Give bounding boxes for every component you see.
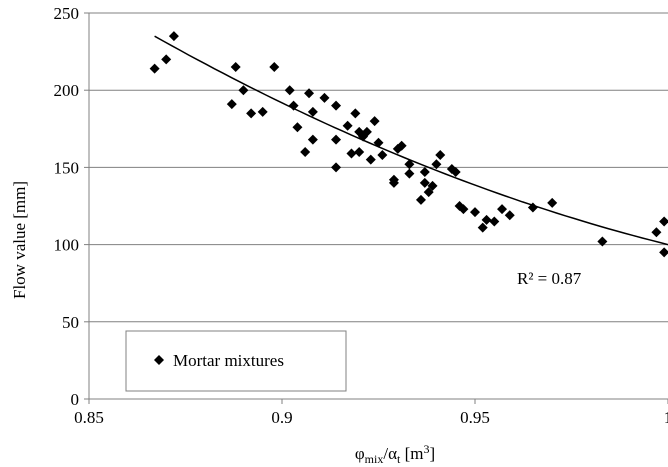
data-point	[369, 116, 380, 127]
data-point	[427, 180, 438, 191]
data-point	[504, 210, 515, 221]
data-point	[481, 214, 492, 225]
data-point	[269, 62, 280, 73]
data-point	[307, 134, 318, 145]
data-points	[149, 31, 668, 258]
data-point	[477, 222, 488, 233]
data-point	[361, 126, 372, 137]
data-point	[342, 120, 353, 131]
data-point	[458, 204, 469, 215]
data-point	[435, 150, 446, 161]
y-tick-label: 100	[54, 236, 80, 255]
data-point	[354, 146, 365, 157]
x-tick-labels: 0.85 0.9 0.95 1	[74, 408, 668, 427]
trendline-curve	[154, 35, 668, 246]
data-point	[300, 146, 311, 157]
r-squared-annotation: R² = 0.87	[517, 269, 582, 288]
y-tick-label: 200	[54, 81, 80, 100]
data-point	[331, 134, 342, 145]
data-point	[319, 92, 330, 103]
data-point	[350, 108, 361, 119]
gridlines	[89, 12, 668, 323]
data-point	[597, 236, 608, 247]
data-point	[659, 216, 668, 227]
y-axis-label: Flow value [mm]	[10, 181, 29, 299]
x-tick-label: 0.85	[74, 408, 104, 427]
y-tick-label: 150	[54, 158, 80, 177]
y-tick-label: 50	[62, 313, 79, 332]
data-point	[365, 154, 376, 165]
x-tick-label: 1	[664, 408, 668, 427]
trendline	[154, 35, 668, 246]
data-point	[396, 140, 407, 151]
data-point	[527, 202, 538, 213]
data-point	[257, 106, 268, 117]
data-point	[168, 31, 179, 42]
data-point	[415, 194, 426, 205]
data-point	[497, 204, 508, 215]
data-point	[304, 88, 315, 99]
data-point	[284, 85, 295, 96]
data-point	[161, 54, 172, 65]
data-point	[419, 177, 430, 188]
data-point	[246, 108, 257, 119]
data-point	[404, 159, 415, 170]
data-point	[431, 159, 442, 170]
legend-marker	[154, 355, 164, 365]
data-point	[331, 100, 342, 111]
data-point	[230, 62, 241, 73]
data-point	[659, 247, 668, 258]
data-point	[450, 167, 461, 178]
data-point	[423, 187, 434, 198]
data-point	[331, 162, 342, 173]
x-tick-label: 0.9	[271, 408, 292, 427]
data-point	[547, 197, 558, 208]
data-point	[373, 137, 384, 148]
data-point	[388, 177, 399, 188]
data-point	[307, 106, 318, 117]
x-tick-label: 0.95	[460, 408, 490, 427]
y-tick-label: 0	[71, 390, 80, 409]
axes	[84, 12, 668, 404]
data-point	[288, 100, 299, 111]
data-point	[651, 227, 662, 238]
data-point	[377, 150, 388, 161]
x-axis-label: φmix/αt [m3]	[355, 442, 435, 466]
data-point	[238, 85, 249, 96]
data-point	[489, 216, 500, 227]
data-point	[346, 148, 357, 159]
data-point	[292, 122, 303, 133]
data-point	[226, 99, 237, 110]
y-tick-label: 250	[54, 4, 80, 23]
legend-label: Mortar mixtures	[173, 351, 284, 370]
y-tick-labels: 0 50 100 150 200 250	[54, 4, 80, 409]
data-point	[419, 167, 430, 178]
data-point	[149, 63, 160, 74]
legend: Mortar mixtures	[125, 330, 347, 392]
data-point	[404, 168, 415, 179]
data-point	[470, 207, 480, 218]
